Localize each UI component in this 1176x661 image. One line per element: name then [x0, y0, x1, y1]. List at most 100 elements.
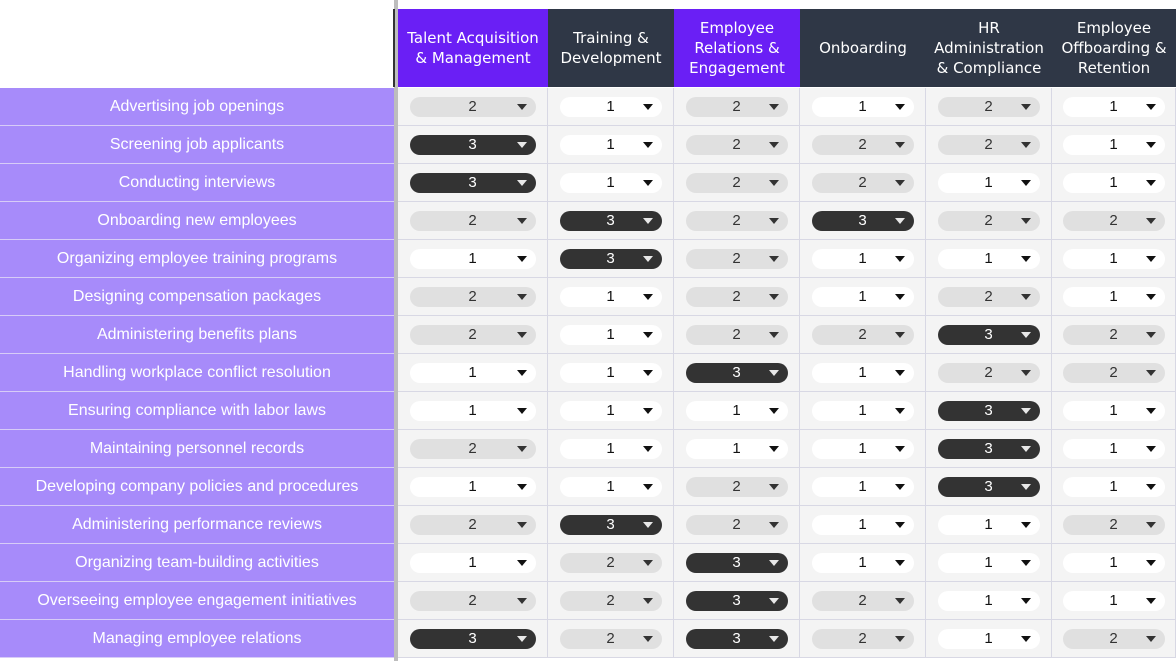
- row-label-organizing-team-building-activities[interactable]: Organizing team-building activities: [0, 544, 394, 582]
- column-header-employee-relations-engagement[interactable]: Employee Relations & Engagement: [674, 9, 800, 87]
- caret-down-icon[interactable]: [1020, 293, 1031, 300]
- rating-dropdown[interactable]: 1: [1062, 134, 1165, 155]
- rating-dropdown[interactable]: 2: [409, 324, 536, 345]
- rating-dropdown[interactable]: 1: [409, 552, 536, 573]
- rating-dropdown[interactable]: 2: [811, 172, 914, 193]
- rating-dropdown[interactable]: 1: [937, 172, 1040, 193]
- rating-dropdown[interactable]: 2: [685, 134, 788, 155]
- caret-down-icon[interactable]: [516, 559, 527, 566]
- caret-down-icon[interactable]: [894, 179, 905, 186]
- rating-dropdown[interactable]: 1: [1062, 172, 1165, 193]
- caret-down-icon[interactable]: [894, 103, 905, 110]
- caret-down-icon[interactable]: [894, 597, 905, 604]
- row-label-screening-job-applicants[interactable]: Screening job applicants: [0, 126, 394, 164]
- row-label-handling-workplace-conflict-resolution[interactable]: Handling workplace conflict resolution: [0, 354, 394, 392]
- caret-down-icon[interactable]: [1145, 597, 1156, 604]
- caret-down-icon[interactable]: [894, 559, 905, 566]
- caret-down-icon[interactable]: [894, 217, 905, 224]
- rating-dropdown[interactable]: 1: [409, 476, 536, 497]
- caret-down-icon[interactable]: [1020, 369, 1031, 376]
- rating-dropdown[interactable]: 1: [1062, 248, 1165, 269]
- caret-down-icon[interactable]: [768, 369, 779, 376]
- rating-dropdown[interactable]: 1: [937, 628, 1040, 649]
- row-label-conducting-interviews[interactable]: Conducting interviews: [0, 164, 394, 202]
- rating-dropdown[interactable]: 1: [685, 400, 788, 421]
- caret-down-icon[interactable]: [642, 521, 653, 528]
- rating-dropdown[interactable]: 2: [559, 590, 662, 611]
- caret-down-icon[interactable]: [642, 597, 653, 604]
- rating-dropdown[interactable]: 2: [811, 628, 914, 649]
- caret-down-icon[interactable]: [768, 521, 779, 528]
- caret-down-icon[interactable]: [642, 369, 653, 376]
- caret-down-icon[interactable]: [768, 217, 779, 224]
- caret-down-icon[interactable]: [1145, 369, 1156, 376]
- caret-down-icon[interactable]: [642, 635, 653, 642]
- caret-down-icon[interactable]: [1145, 179, 1156, 186]
- rating-dropdown[interactable]: 2: [1062, 362, 1165, 383]
- rating-dropdown[interactable]: 3: [685, 628, 788, 649]
- caret-down-icon[interactable]: [768, 407, 779, 414]
- caret-down-icon[interactable]: [516, 635, 527, 642]
- caret-down-icon[interactable]: [768, 293, 779, 300]
- rating-dropdown[interactable]: 3: [559, 514, 662, 535]
- caret-down-icon[interactable]: [1145, 331, 1156, 338]
- caret-down-icon[interactable]: [516, 103, 527, 110]
- caret-down-icon[interactable]: [642, 445, 653, 452]
- row-label-administering-benefits-plans[interactable]: Administering benefits plans: [0, 316, 394, 354]
- caret-down-icon[interactable]: [768, 179, 779, 186]
- row-label-administering-performance-reviews[interactable]: Administering performance reviews: [0, 506, 394, 544]
- caret-down-icon[interactable]: [768, 141, 779, 148]
- caret-down-icon[interactable]: [1145, 521, 1156, 528]
- caret-down-icon[interactable]: [1020, 559, 1031, 566]
- rating-dropdown[interactable]: 1: [937, 248, 1040, 269]
- caret-down-icon[interactable]: [1145, 559, 1156, 566]
- caret-down-icon[interactable]: [1020, 141, 1031, 148]
- rating-dropdown[interactable]: 1: [559, 134, 662, 155]
- rating-dropdown[interactable]: 1: [811, 514, 914, 535]
- rating-dropdown[interactable]: 2: [409, 286, 536, 307]
- rating-dropdown[interactable]: 2: [685, 210, 788, 231]
- rating-dropdown[interactable]: 1: [559, 324, 662, 345]
- caret-down-icon[interactable]: [1020, 331, 1031, 338]
- caret-down-icon[interactable]: [768, 559, 779, 566]
- caret-down-icon[interactable]: [1020, 483, 1031, 490]
- caret-down-icon[interactable]: [894, 483, 905, 490]
- caret-down-icon[interactable]: [516, 217, 527, 224]
- rating-dropdown[interactable]: 1: [409, 362, 536, 383]
- row-label-onboarding-new-employees[interactable]: Onboarding new employees: [0, 202, 394, 240]
- rating-dropdown[interactable]: 1: [559, 172, 662, 193]
- rating-dropdown[interactable]: 1: [1062, 552, 1165, 573]
- caret-down-icon[interactable]: [1145, 141, 1156, 148]
- rating-dropdown[interactable]: 2: [685, 514, 788, 535]
- rating-dropdown[interactable]: 2: [685, 476, 788, 497]
- rating-dropdown[interactable]: 3: [685, 362, 788, 383]
- rating-dropdown[interactable]: 2: [1062, 210, 1165, 231]
- rating-dropdown[interactable]: 1: [811, 362, 914, 383]
- rating-dropdown[interactable]: 3: [937, 324, 1040, 345]
- rating-dropdown[interactable]: 2: [1062, 514, 1165, 535]
- rating-dropdown[interactable]: 2: [937, 96, 1040, 117]
- rating-dropdown[interactable]: 3: [937, 476, 1040, 497]
- column-header-talent-acquisition-management[interactable]: Talent Acquisition & Management: [398, 9, 548, 87]
- rating-dropdown[interactable]: 1: [1062, 400, 1165, 421]
- rating-dropdown[interactable]: 2: [937, 134, 1040, 155]
- rating-dropdown[interactable]: 1: [811, 248, 914, 269]
- rating-dropdown[interactable]: 1: [1062, 438, 1165, 459]
- caret-down-icon[interactable]: [516, 369, 527, 376]
- rating-dropdown[interactable]: 1: [811, 552, 914, 573]
- caret-down-icon[interactable]: [1020, 597, 1031, 604]
- rating-dropdown[interactable]: 2: [811, 134, 914, 155]
- caret-down-icon[interactable]: [516, 293, 527, 300]
- rating-dropdown[interactable]: 2: [409, 96, 536, 117]
- rating-dropdown[interactable]: 3: [559, 210, 662, 231]
- caret-down-icon[interactable]: [516, 445, 527, 452]
- rating-dropdown[interactable]: 1: [811, 438, 914, 459]
- freeze-divider[interactable]: [394, 0, 398, 661]
- rating-dropdown[interactable]: 3: [811, 210, 914, 231]
- caret-down-icon[interactable]: [894, 521, 905, 528]
- rating-dropdown[interactable]: 2: [811, 324, 914, 345]
- rating-dropdown[interactable]: 2: [685, 324, 788, 345]
- caret-down-icon[interactable]: [768, 597, 779, 604]
- rating-dropdown[interactable]: 2: [937, 210, 1040, 231]
- caret-down-icon[interactable]: [894, 369, 905, 376]
